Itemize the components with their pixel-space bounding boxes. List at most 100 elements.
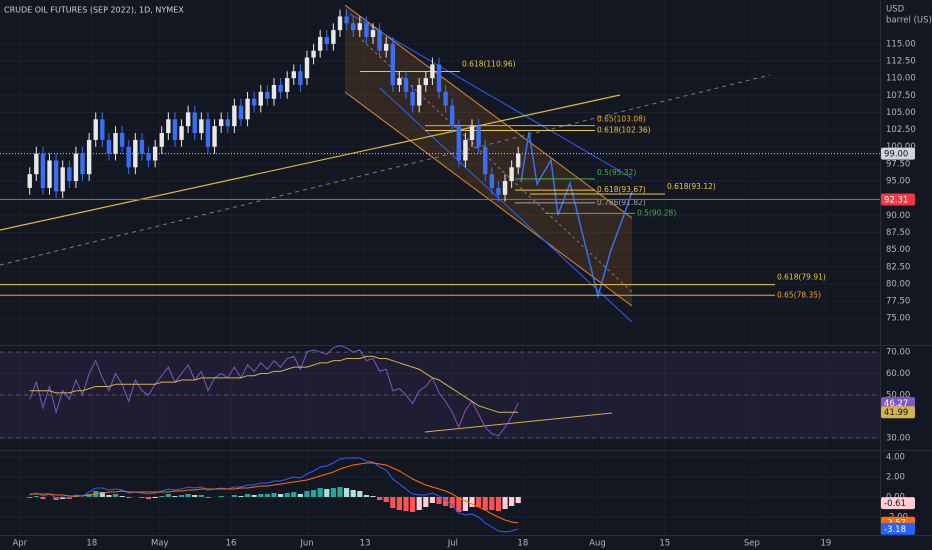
histogram-bar xyxy=(106,495,112,497)
y-tick-label: 115.00 xyxy=(886,39,916,49)
fib-label: 0.618(79.91) xyxy=(777,273,826,282)
y-tick-label: 97.50 xyxy=(886,159,910,169)
histogram-bar xyxy=(264,494,270,497)
candle-body xyxy=(271,85,277,99)
price-label: -0.61 xyxy=(884,499,906,509)
histogram-bar xyxy=(429,497,436,503)
histogram-bar xyxy=(258,494,264,497)
price-label: 41.99 xyxy=(884,408,908,418)
candle-body xyxy=(27,174,32,188)
candle-body xyxy=(212,126,217,147)
candle-body xyxy=(47,160,52,188)
candle-body xyxy=(258,91,263,106)
candle-body xyxy=(185,112,191,127)
y-tick-label: 77.50 xyxy=(886,297,910,307)
histogram-bar xyxy=(126,497,132,498)
candle-body xyxy=(331,30,336,44)
histogram-bar xyxy=(231,495,237,497)
channel-line xyxy=(379,87,633,323)
histogram-bar xyxy=(370,496,376,497)
candle-body xyxy=(344,16,349,24)
candle-body xyxy=(205,119,211,147)
fib-label: 0.5(90.28) xyxy=(637,208,676,217)
candle-body xyxy=(152,146,158,161)
candle-body xyxy=(126,146,131,168)
candle-body xyxy=(489,174,495,188)
y-tick-label: 100.00 xyxy=(886,142,916,152)
candle-body xyxy=(509,167,514,182)
histogram-bar xyxy=(271,493,277,497)
candle-body xyxy=(357,23,362,31)
histogram-bar xyxy=(489,497,495,510)
histogram-bar xyxy=(172,496,178,497)
candle-body xyxy=(192,112,197,134)
price-label-box xyxy=(881,193,915,206)
histogram-bar xyxy=(40,497,46,499)
candle-body xyxy=(159,133,164,147)
candle-body xyxy=(291,71,296,79)
candle-body xyxy=(199,119,204,134)
y-tick-label: 4.00 xyxy=(886,453,905,463)
fib-label: 0.786(91.82) xyxy=(597,198,646,207)
histogram-bar xyxy=(27,497,33,498)
histogram-bar xyxy=(112,494,119,497)
macd-line xyxy=(29,462,519,524)
y-tick-label: 30.00 xyxy=(886,433,910,443)
x-tick-label: Sep xyxy=(744,539,760,549)
histogram-bar xyxy=(509,497,515,506)
candle-body xyxy=(34,153,39,175)
candle-body xyxy=(106,139,112,154)
candle-body xyxy=(251,98,257,106)
y-tick-label: 90.00 xyxy=(886,211,910,221)
candle-body xyxy=(443,91,448,106)
price-label-box xyxy=(881,522,915,535)
price-label-box xyxy=(881,147,915,160)
candle-body xyxy=(166,119,171,134)
candle-body xyxy=(67,167,72,182)
x-tick-label: May xyxy=(151,539,169,549)
candle-body xyxy=(284,78,290,92)
candle-body xyxy=(417,85,422,106)
candle-body xyxy=(463,139,468,161)
candle-body xyxy=(337,16,343,31)
fib-label: 0.5(95.32) xyxy=(597,168,636,177)
histogram-bar xyxy=(139,497,145,498)
candle-body xyxy=(265,91,270,99)
y-tick-label: 80.00 xyxy=(886,279,910,289)
candle-body xyxy=(133,139,138,168)
macd-line xyxy=(29,457,519,533)
fib-label: 0.618(102.36) xyxy=(597,126,651,135)
y-tick-label: 70.00 xyxy=(886,348,910,358)
histogram-bar xyxy=(396,497,402,510)
candle-body xyxy=(304,57,310,79)
candle-body xyxy=(119,133,125,147)
rsi-trend-line xyxy=(424,412,613,433)
x-tick-label: 19 xyxy=(820,539,831,549)
candle-body xyxy=(298,71,303,86)
histogram-bar xyxy=(337,487,343,497)
candle-body xyxy=(278,85,283,92)
grid xyxy=(0,0,880,535)
histogram-bar xyxy=(456,497,462,512)
histogram-bar xyxy=(495,497,502,511)
candle-body xyxy=(370,30,376,37)
candle-body xyxy=(364,23,369,37)
histogram-bar xyxy=(410,497,416,512)
fib-label: 0.65(103.08) xyxy=(597,115,646,124)
candle-body xyxy=(245,98,250,120)
histogram-bar xyxy=(60,497,66,499)
candle-body xyxy=(430,64,435,79)
histogram-bar xyxy=(462,497,469,511)
candle-body xyxy=(86,139,92,175)
histogram-bar xyxy=(218,496,224,497)
histogram-bar xyxy=(165,494,171,497)
x-tick-label: Apr xyxy=(12,539,27,549)
histogram-bar xyxy=(469,497,475,507)
histogram-bar xyxy=(357,491,363,497)
candle-body xyxy=(377,30,382,51)
candle-body xyxy=(146,153,151,161)
price-label: 92.31 xyxy=(884,195,908,205)
histogram-bar xyxy=(178,495,185,497)
candle-body xyxy=(403,78,409,92)
